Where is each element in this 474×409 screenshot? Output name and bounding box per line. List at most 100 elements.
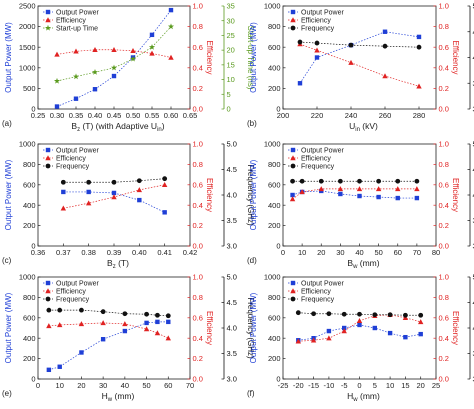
- x-tick-label: 40: [355, 248, 363, 257]
- right-axis-tick-label: 0.0: [193, 105, 203, 114]
- data-point-frequency: [357, 178, 362, 184]
- y-left-tick-label: 400: [23, 201, 36, 210]
- data-point-efficiency: [143, 326, 150, 332]
- data-point-output-power: [86, 189, 91, 195]
- right-axis-tick-label: 4.0: [227, 191, 237, 200]
- legend-marker: [290, 25, 296, 31]
- x-tick-label: 0.42: [183, 248, 198, 257]
- data-point-frequency: [337, 178, 343, 184]
- right-axis-tick-label: 4.0: [227, 324, 237, 333]
- data-point-efficiency: [111, 194, 117, 200]
- x-tick-label: -5: [341, 381, 348, 390]
- data-point-output-power: [149, 32, 155, 38]
- data-point-frequency: [299, 178, 305, 184]
- right-axis-tick-label: 0.8: [439, 293, 449, 302]
- x-label-sub: w: [107, 397, 113, 403]
- right-axis-tick-label: 5: [227, 90, 231, 99]
- data-point-output-power: [79, 350, 84, 355]
- right-axis-tick-label: 0.0: [193, 242, 203, 251]
- right-axis-tick-label: 0.8: [193, 160, 203, 169]
- data-point-efficiency: [418, 319, 424, 325]
- data-point-frequency: [395, 178, 401, 184]
- data-point-output-power: [73, 96, 79, 101]
- legend-marker: [45, 163, 51, 169]
- data-point-efficiency: [136, 187, 143, 193]
- data-point-output-power: [416, 34, 422, 40]
- data-point-output-power: [338, 191, 343, 197]
- y-left-tick-label: 400: [268, 201, 281, 210]
- legend-marker: [45, 155, 51, 161]
- data-point-efficiency: [130, 48, 136, 54]
- y-left-tick-label: 1500: [19, 43, 36, 52]
- data-point-efficiency: [356, 186, 363, 192]
- x-tick-label: 0.25: [31, 111, 46, 120]
- data-point-output-power: [342, 325, 347, 331]
- y-left-tick-label: 1000: [19, 63, 36, 72]
- right-axis-tick-label: 5.0: [473, 273, 474, 282]
- legend-marker: [290, 147, 296, 153]
- x-label-main: B: [347, 258, 353, 268]
- y-left-tick-label: 0: [276, 242, 280, 251]
- x-axis-label: Bw (mm): [347, 258, 379, 270]
- right-axis-tick-label: 0.2: [193, 354, 203, 363]
- x-tick-label: 220: [311, 111, 324, 120]
- right-axis-label: Efficiency: [205, 178, 214, 212]
- x-tick-label: 10: [298, 248, 306, 257]
- data-point-efficiency: [414, 186, 420, 192]
- right-axis-tick-label: 0.8: [193, 293, 203, 302]
- y-left-axis-label: Output Power (MW): [4, 292, 13, 363]
- right-axis-tick-label: 4.5: [473, 27, 474, 36]
- x-label-main: U: [349, 121, 355, 131]
- right-axis-tick-label: 1.0: [193, 273, 203, 282]
- data-point-efficiency: [314, 47, 320, 53]
- right-axis-tick-label: 3.0: [227, 242, 237, 251]
- right-axis-tick-label: 0.6: [193, 313, 203, 322]
- data-point-frequency: [57, 307, 63, 313]
- x-axis-label: Uin (kV): [349, 121, 378, 133]
- right-axis-tick-label: 3.0: [473, 375, 474, 384]
- x-label-end: ): [162, 121, 165, 131]
- right-axis-tick-label: 3.5: [227, 216, 237, 225]
- x-tick-label: 25: [432, 381, 440, 390]
- data-point-efficiency: [78, 321, 85, 327]
- y-left-tick-label: 1000: [19, 273, 36, 282]
- legend-marker: [290, 163, 296, 169]
- panel-label: (c): [2, 256, 12, 265]
- right-axis-tick-label: 35: [227, 2, 235, 11]
- y-left-tick-label: 600: [268, 180, 281, 189]
- legend-marker: [290, 155, 296, 161]
- data-point-frequency: [136, 178, 142, 184]
- x-tick-label: 20: [417, 381, 425, 390]
- x-tick-label: 0.39: [107, 248, 122, 257]
- right-axis-tick-label: 0.4: [193, 201, 203, 210]
- data-point-output-power: [57, 364, 62, 369]
- x-tick-label: 280: [413, 111, 426, 120]
- data-point-frequency: [162, 176, 168, 182]
- right-axis-tick-label: 20: [227, 46, 235, 55]
- x-tick-label: 15: [401, 381, 409, 390]
- data-point-frequency: [155, 312, 160, 318]
- data-point-output-power: [382, 29, 388, 34]
- data-point-frequency: [122, 311, 128, 317]
- data-point-frequency: [86, 179, 92, 185]
- x-tick-label: 10: [386, 381, 394, 390]
- data-point-efficiency: [60, 205, 67, 211]
- data-point-output-power: [372, 325, 377, 331]
- chart-panel-d: 0 10 20 30 40 50 60 70 8002004006008001000Output…: [247, 140, 474, 270]
- y-left-axis-label: Output Power (MW): [4, 22, 13, 93]
- legend-label: Efficiency: [301, 289, 331, 296]
- right-axis-tick-label: 0.6: [439, 180, 449, 189]
- legend-label: Output Power: [56, 10, 99, 17]
- data-point-output-power: [297, 81, 303, 86]
- data-point-frequency: [382, 43, 388, 49]
- legend-label: Efficiency: [56, 289, 86, 296]
- legend-label: Output Power: [56, 148, 99, 155]
- x-label-sub: z: [113, 264, 116, 270]
- y-left-tick-label: 800: [23, 160, 36, 169]
- y-left-axis-label: Output Power (MW): [249, 159, 258, 230]
- x-tick-label: 240: [345, 111, 358, 120]
- right-axis-tick-label: 0.4: [439, 63, 449, 72]
- right-axis-tick-label: 1.0: [439, 273, 449, 282]
- x-axis-label: Hw (mm): [347, 391, 380, 403]
